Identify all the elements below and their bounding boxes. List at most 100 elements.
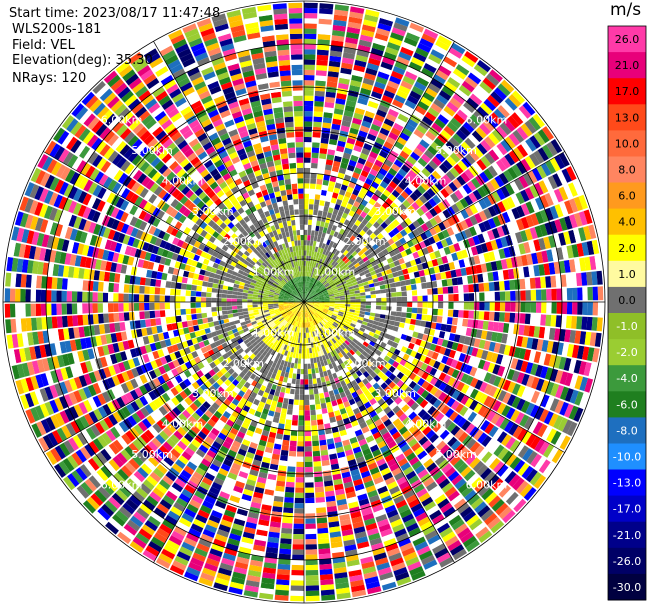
range-gate xyxy=(280,455,288,461)
range-gate xyxy=(432,288,438,294)
range-gate xyxy=(311,168,317,174)
range-gate xyxy=(314,199,319,205)
range-gate xyxy=(366,302,371,305)
range-gate xyxy=(282,518,293,524)
range-gate xyxy=(304,85,314,90)
range-gate xyxy=(301,364,304,369)
range-gate xyxy=(321,133,329,139)
range-gate xyxy=(592,317,598,331)
range-gate xyxy=(304,194,309,199)
range-gate xyxy=(306,596,320,602)
range-gate xyxy=(433,302,438,308)
range-gate xyxy=(322,128,331,134)
range-gate xyxy=(407,307,413,312)
range-gate xyxy=(479,302,484,310)
range-gate xyxy=(293,529,304,534)
range-gate xyxy=(304,8,318,13)
range-gate xyxy=(311,425,317,431)
range-gate xyxy=(315,194,321,200)
range-gate xyxy=(323,413,329,419)
range-gate xyxy=(317,518,328,524)
range-gate xyxy=(282,403,288,409)
range-gate xyxy=(515,313,521,323)
range-gate xyxy=(311,420,317,426)
range-gate xyxy=(361,302,366,305)
range-gate xyxy=(323,112,332,118)
range-gate xyxy=(282,440,289,446)
range-gate xyxy=(306,570,319,576)
range-gate xyxy=(279,549,291,555)
range-gate xyxy=(314,106,323,112)
range-gate xyxy=(283,507,293,513)
range-gate xyxy=(321,377,326,383)
range-gate xyxy=(482,273,488,282)
range-gate xyxy=(304,183,310,188)
range-gate xyxy=(295,358,298,364)
range-gate xyxy=(571,273,577,286)
range-gate xyxy=(457,277,463,285)
range-gate xyxy=(283,398,289,404)
range-gate xyxy=(483,321,489,330)
range-gate xyxy=(323,470,332,476)
range-gate xyxy=(397,297,402,302)
range-gate xyxy=(287,472,295,478)
range-gate xyxy=(495,292,500,301)
range-gate xyxy=(473,284,479,292)
range-gate xyxy=(321,190,327,196)
range-gate xyxy=(458,310,464,318)
range-gate xyxy=(304,163,310,168)
range-gate xyxy=(323,387,328,393)
range-gate xyxy=(305,513,315,518)
range-gate xyxy=(310,178,316,184)
range-gate xyxy=(288,461,296,467)
range-gate xyxy=(304,364,307,369)
range-gate xyxy=(417,290,423,296)
range-gate xyxy=(586,317,592,331)
range-gate xyxy=(292,555,304,560)
range-gate xyxy=(386,306,391,310)
range-gate xyxy=(304,111,313,116)
range-gate xyxy=(355,293,360,296)
range-gate xyxy=(281,450,289,456)
range-gate xyxy=(296,379,300,384)
range-gate xyxy=(422,308,428,314)
range-gate xyxy=(437,316,443,323)
range-gate xyxy=(370,291,376,295)
range-gate xyxy=(306,251,309,256)
range-gate xyxy=(400,281,406,287)
range-gate xyxy=(550,276,556,288)
range-gate xyxy=(318,210,323,216)
range-gate xyxy=(490,292,495,301)
range-gate xyxy=(305,462,313,467)
range-gate xyxy=(320,372,325,378)
range-gate xyxy=(314,205,319,211)
range-gate xyxy=(535,277,541,288)
range-gate xyxy=(315,189,321,195)
range-gate xyxy=(305,482,314,487)
range-gate xyxy=(577,302,582,315)
range-gate xyxy=(540,277,546,289)
range-gate xyxy=(309,348,312,353)
range-gate xyxy=(416,283,422,289)
range-gate xyxy=(294,524,305,529)
range-gate xyxy=(510,302,515,312)
range-gate xyxy=(305,426,311,431)
range-gate xyxy=(453,286,459,293)
range-gate xyxy=(521,302,526,312)
range-gate xyxy=(438,295,443,302)
range-gate xyxy=(290,389,295,395)
range-gate xyxy=(284,372,289,378)
range-gate xyxy=(447,317,453,324)
range-gate xyxy=(287,466,295,472)
range-gate xyxy=(479,311,485,320)
range-gate xyxy=(463,285,469,293)
range-gate xyxy=(317,528,328,534)
range-gate xyxy=(276,579,289,585)
range-gate xyxy=(316,179,322,185)
range-gate xyxy=(385,315,391,320)
range-gate xyxy=(290,441,297,447)
range-gate xyxy=(443,294,448,301)
range-gate xyxy=(411,284,417,290)
range-gate xyxy=(489,312,495,321)
range-gate xyxy=(274,496,284,502)
